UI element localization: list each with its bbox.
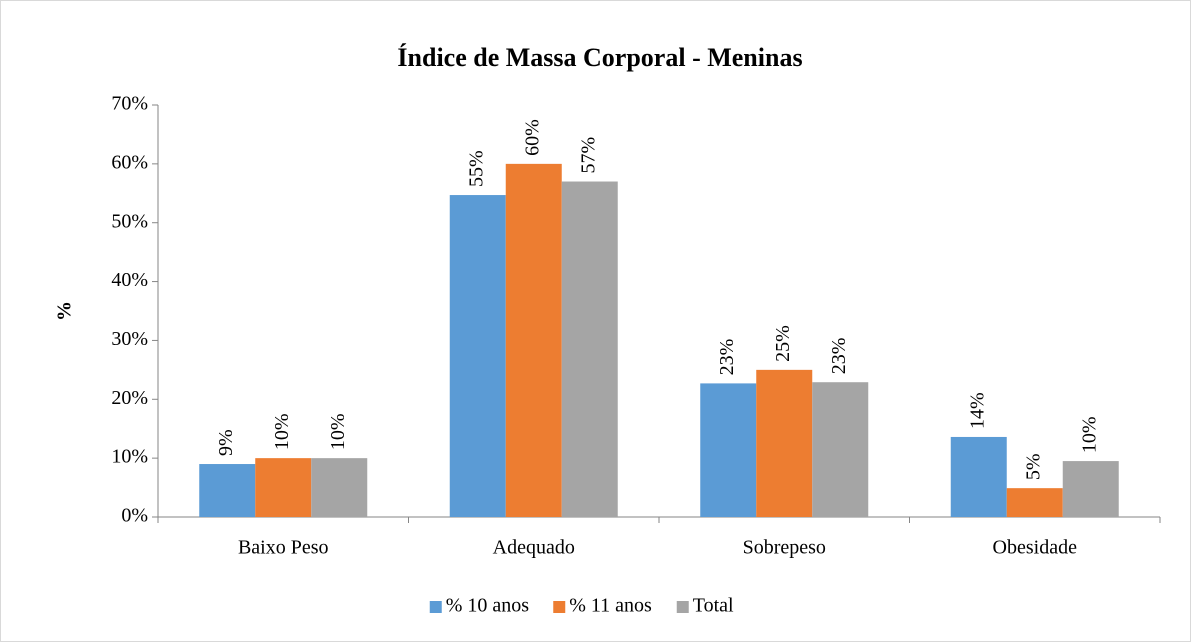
x-tick-label: Sobrepeso: [743, 537, 826, 559]
legend-label: % 11 anos: [569, 595, 652, 617]
x-tick-label: Baixo Peso: [238, 537, 329, 559]
x-tick-label: Obesidade: [993, 537, 1078, 559]
bar: [756, 369, 813, 517]
bar: [505, 163, 562, 517]
data-label: 55%: [465, 150, 487, 187]
y-tick-label: 70%: [111, 93, 148, 115]
data-label: 14%: [966, 392, 988, 429]
y-tick-label: 50%: [111, 210, 148, 232]
bar: [255, 458, 312, 517]
bar: [311, 458, 368, 517]
legend-swatch: [553, 601, 566, 613]
y-tick-label: 20%: [111, 387, 148, 409]
data-label: 23%: [716, 339, 738, 376]
legend-swatch: [429, 601, 442, 613]
bar: [700, 383, 757, 517]
y-tick-label: 40%: [111, 269, 148, 291]
bar: [1006, 488, 1063, 517]
bar: [812, 382, 869, 517]
bar: [561, 181, 618, 517]
bar: [1062, 461, 1119, 517]
legend-label: % 10 anos: [446, 595, 530, 617]
y-tick-label: 30%: [111, 328, 148, 350]
data-label: 10%: [1078, 416, 1100, 453]
x-tick-label: Adequado: [493, 537, 575, 559]
legend-label: Total: [693, 595, 734, 617]
data-label: 25%: [772, 325, 794, 362]
data-label: 10%: [327, 413, 349, 450]
data-label: 10%: [271, 413, 293, 450]
legend-swatch: [676, 601, 689, 613]
data-label: 9%: [215, 429, 237, 456]
data-label: 60%: [521, 119, 543, 156]
data-label: 5%: [1022, 453, 1044, 480]
bar: [199, 464, 256, 517]
chart-title: Índice de Massa Corporal - Meninas: [397, 43, 802, 72]
data-label: 57%: [577, 137, 599, 174]
y-tick-label: 0%: [121, 505, 148, 527]
bar: [950, 436, 1007, 517]
data-label: 23%: [828, 338, 850, 375]
bar: [449, 195, 506, 517]
y-tick-label: 60%: [111, 151, 148, 173]
y-axis-label: %: [54, 301, 76, 321]
y-tick-label: 10%: [111, 446, 148, 468]
